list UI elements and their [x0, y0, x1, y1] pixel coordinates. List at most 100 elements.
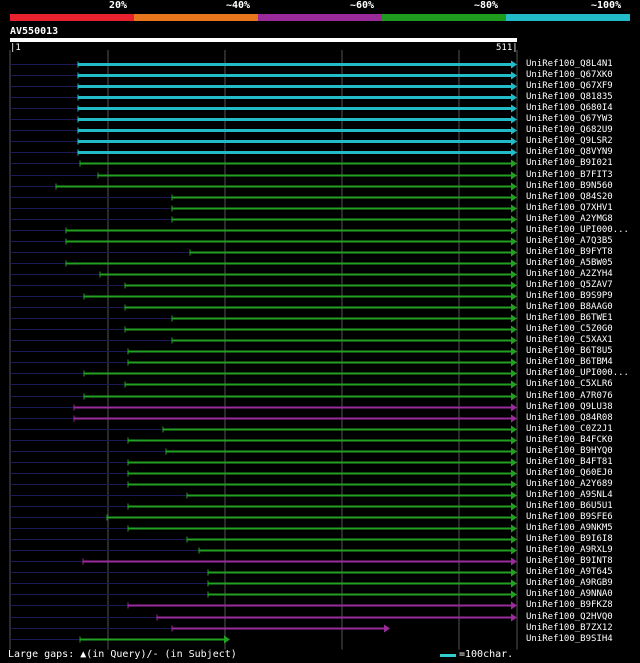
hit-label[interactable]: UniRef100_C5Z0G0	[526, 323, 613, 334]
hit-arrow	[511, 579, 517, 588]
hit-arrow	[511, 568, 517, 577]
hit-arrow	[511, 436, 517, 445]
hit-label[interactable]: UniRef100_B6TBM4	[526, 356, 613, 367]
hit-label[interactable]: UniRef100_A2ZYH4	[526, 268, 613, 279]
hit-arrow	[511, 358, 517, 367]
legend-segment	[506, 14, 630, 21]
hit-arrow	[511, 303, 517, 312]
hit-arrow	[511, 590, 517, 599]
hit-label[interactable]: UniRef100_C5XLR6	[526, 378, 613, 389]
hit-label[interactable]: UniRef100_B9I6I8	[526, 533, 613, 544]
hit-arrow	[511, 502, 517, 511]
hit-arrow	[511, 369, 517, 378]
hit-label[interactable]: UniRef100_B9S9P9	[526, 290, 613, 301]
scale-bar	[440, 654, 456, 657]
hit-label[interactable]: UniRef100_B6TWE1	[526, 312, 613, 323]
hit-arrow	[511, 601, 517, 610]
hit-label[interactable]: UniRef100_B9FYT8	[526, 246, 613, 257]
ruler-end: 511|	[496, 43, 518, 53]
hit-label[interactable]: UniRef100_A9RXL9	[526, 544, 613, 555]
hit-label[interactable]: UniRef100_B6U5U1	[526, 500, 613, 511]
hit-label[interactable]: UniRef100_B6T8U5	[526, 345, 613, 356]
hit-label[interactable]: UniRef100_C0Z2J1	[526, 423, 613, 434]
hit-label[interactable]: UniRef100_B9SIH4	[526, 633, 613, 644]
hit-arrow	[511, 171, 517, 180]
hit-label[interactable]: UniRef100_C5XAX1	[526, 334, 613, 345]
hit-label[interactable]: UniRef100_Q67YW3	[526, 113, 613, 124]
legend-label: 20%	[109, 0, 128, 11]
hit-label[interactable]: UniRef100_A7R076	[526, 390, 613, 401]
hit-label[interactable]: UniRef100_Q7XHV1	[526, 202, 613, 213]
query-bar	[10, 38, 517, 42]
gap-legend-note: Large gaps: ▲(in Query)/- (in Subject)	[8, 649, 237, 660]
hit-arrow	[511, 104, 517, 113]
legend-label: ~100%	[591, 0, 622, 11]
hit-arrow	[511, 403, 517, 412]
hit-label[interactable]: UniRef100_B9N560	[526, 180, 613, 191]
hit-label[interactable]: UniRef100_Q9LSR2	[526, 135, 613, 146]
hit-label[interactable]: UniRef100_Q2HVQ0	[526, 611, 613, 622]
hit-arrow	[511, 226, 517, 235]
hit-arrow	[384, 624, 390, 633]
hit-label[interactable]: UniRef100_A9SNL4	[526, 489, 613, 500]
hit-arrow	[511, 193, 517, 202]
hit-label[interactable]: UniRef100_A9NKM5	[526, 522, 613, 533]
hit-label[interactable]: UniRef100_B9SFE6	[526, 511, 613, 522]
ruler-start: |1	[10, 43, 21, 53]
hit-arrow	[224, 635, 230, 644]
hit-label[interactable]: UniRef100_B9I021	[526, 157, 613, 168]
hit-label[interactable]: UniRef100_Q84S20	[526, 191, 613, 202]
hit-arrow	[511, 447, 517, 456]
hit-label[interactable]: UniRef100_UPI000...	[526, 367, 629, 378]
hit-label[interactable]: UniRef100_Q67XF9	[526, 80, 613, 91]
hit-label[interactable]: UniRef100_A5BW05	[526, 257, 613, 268]
legend-label: ~60%	[350, 0, 375, 11]
hit-label[interactable]: UniRef100_B7FIT3	[526, 169, 613, 180]
hit-label[interactable]: UniRef100_Q682U9	[526, 124, 613, 135]
legend-segment	[10, 14, 134, 21]
hit-label[interactable]: UniRef100_Q5ZAV7	[526, 279, 613, 290]
hit-label[interactable]: UniRef100_B4FCK0	[526, 434, 613, 445]
hit-label[interactable]: UniRef100_B8AAG0	[526, 301, 613, 312]
hit-label[interactable]: UniRef100_Q60EJ0	[526, 467, 613, 478]
hit-arrow	[511, 137, 517, 146]
hit-arrow	[511, 336, 517, 345]
hit-arrow	[511, 414, 517, 423]
hit-arrow	[511, 215, 517, 224]
hit-label[interactable]: UniRef100_A7Q3B5	[526, 235, 613, 246]
hit-arrow	[511, 458, 517, 467]
hit-label[interactable]: UniRef100_Q81835	[526, 91, 613, 102]
hit-label[interactable]: UniRef100_B4FT81	[526, 456, 613, 467]
hit-arrow	[511, 148, 517, 157]
hit-label[interactable]: UniRef100_B9HYQ0	[526, 445, 613, 456]
hit-label[interactable]: UniRef100_Q84R08	[526, 412, 613, 423]
hit-label[interactable]: UniRef100_A9NNA0	[526, 588, 613, 599]
hit-arrow	[511, 248, 517, 257]
legend-segment	[258, 14, 382, 21]
hit-label[interactable]: UniRef100_Q67XK0	[526, 69, 613, 80]
hit-label[interactable]: UniRef100_Q680I4	[526, 102, 613, 113]
scale-label: =100char.	[459, 649, 514, 660]
hit-label[interactable]: UniRef100_A9T645	[526, 566, 613, 577]
hit-arrow	[511, 613, 517, 622]
query-name: AV550013	[10, 26, 59, 37]
hit-label[interactable]: UniRef100_A2YMG8	[526, 213, 613, 224]
hit-label[interactable]: UniRef100_A2Y689	[526, 478, 613, 489]
hit-label[interactable]: UniRef100_A9RGB9	[526, 577, 613, 588]
hit-arrow	[511, 469, 517, 478]
hit-label[interactable]: UniRef100_B7ZX12	[526, 622, 613, 633]
legend-label: ~40%	[226, 0, 251, 11]
hit-arrow	[511, 425, 517, 434]
hit-arrow	[511, 126, 517, 135]
hit-arrow	[511, 513, 517, 522]
hit-label[interactable]: UniRef100_Q8L4N1	[526, 58, 613, 69]
hit-arrow	[511, 259, 517, 268]
hit-label[interactable]: UniRef100_Q8VYN9	[526, 146, 613, 157]
hit-arrow	[511, 281, 517, 290]
hit-label[interactable]: UniRef100_B9INT8	[526, 555, 613, 566]
legend-label: ~80%	[474, 0, 499, 11]
hit-label[interactable]: UniRef100_B9FKZ8	[526, 599, 613, 610]
hit-label[interactable]: UniRef100_Q9LU38	[526, 401, 613, 412]
hit-label[interactable]: UniRef100_UPI000...	[526, 224, 629, 235]
